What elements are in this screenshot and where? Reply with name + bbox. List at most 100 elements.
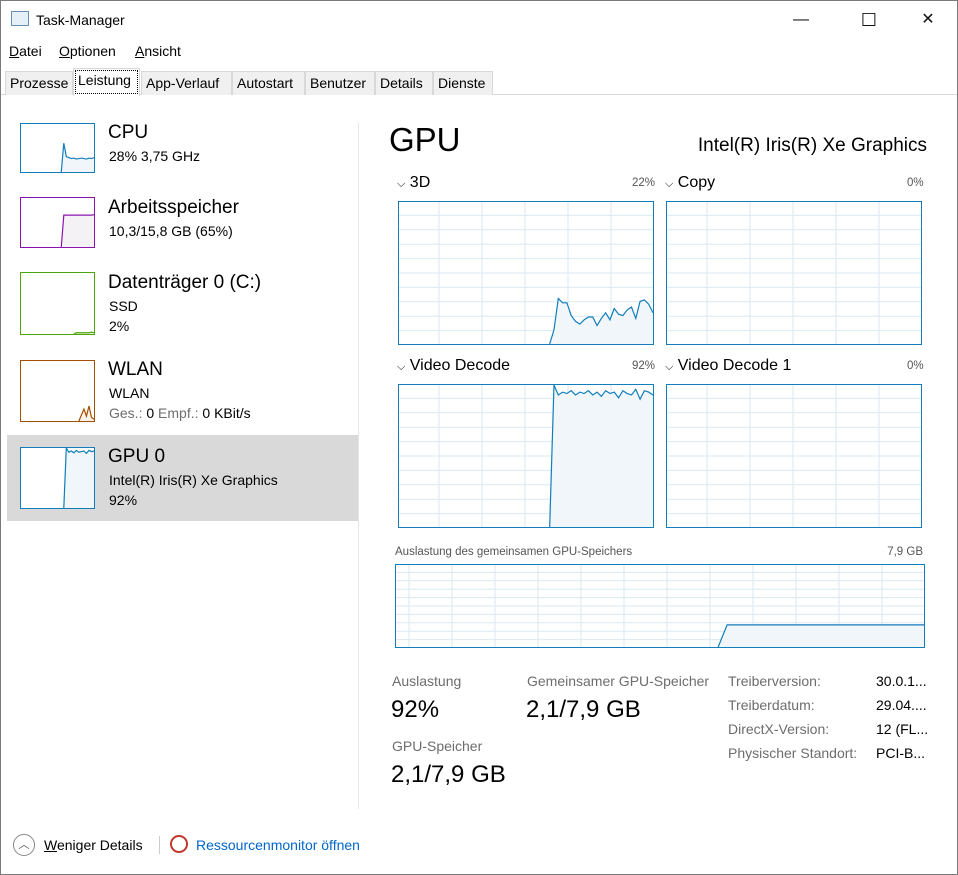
disk-type-text: SSD (109, 298, 138, 314)
driver-version-value: 30.0.1... (876, 673, 927, 689)
engine-video-decode-percent: 92% (632, 360, 656, 372)
page-title: GPU (389, 121, 461, 158)
usage-line (63, 447, 95, 509)
graph-border (20, 272, 95, 335)
engine-chart (666, 201, 922, 345)
title-bar: Task-Manager — ☐ ✕ (1, 1, 957, 39)
wlan-adapter-text: WLAN (109, 385, 150, 401)
graph-border (395, 564, 925, 648)
sidebar-item-wlan[interactable]: WLAN (108, 359, 163, 380)
engine-chart (398, 384, 654, 528)
thumbnail-chart (20, 272, 95, 335)
chevron-down-icon: ⌵ (665, 178, 674, 190)
tab-autostart[interactable]: Autostart (232, 71, 305, 95)
gpu-memory-value: 2,1/7,9 GB (391, 761, 506, 788)
footer-separator (159, 836, 160, 854)
resource-monitor-link[interactable]: Ressourcenmonitor öffnen (196, 837, 360, 853)
engine-selector-3d[interactable]: ⌵ 3D (397, 174, 431, 191)
physical-location-value: PCI-B... (876, 745, 926, 761)
usage-area (549, 385, 653, 528)
tab-prozesse[interactable]: Prozesse (5, 71, 73, 95)
menu-ansicht[interactable]: Ansicht (135, 43, 181, 59)
graph-border (666, 201, 922, 345)
graph-border (666, 384, 922, 528)
sidebar-item-cpu[interactable]: CPU (108, 122, 149, 143)
task-manager-icon (11, 11, 29, 26)
driver-version-label: Treiberversion: (728, 673, 821, 689)
gpu-memory-label: GPU-Speicher (392, 738, 483, 754)
engine-selector-video-decode[interactable]: ⌵ Video Decode (397, 357, 511, 374)
panel-divider[interactable] (358, 123, 359, 809)
engine-3d-percent: 22% (632, 177, 656, 189)
tab-leistung[interactable]: Leistung (73, 68, 140, 96)
usage-area (61, 214, 94, 248)
minimize-button[interactable]: — (793, 11, 809, 28)
fewer-details-button[interactable]: Weniger Details (44, 837, 143, 853)
cpu-thumbnail-graph[interactable] (20, 123, 95, 173)
usage-area (63, 448, 94, 509)
driver-date-label: Treiberdatum: (728, 697, 815, 713)
window-title: Task-Manager (36, 12, 125, 28)
engine-copy-graph (666, 201, 922, 345)
engine-chart (666, 384, 922, 528)
sidebar-item-gpu[interactable]: GPU 0 (108, 446, 166, 467)
disk-thumbnail-graph[interactable] (20, 272, 95, 335)
graph-border (398, 201, 654, 345)
tab-details[interactable]: Details (375, 71, 433, 95)
usage-line (60, 143, 95, 173)
engine-selector-copy[interactable]: ⌵ Copy (665, 174, 716, 191)
thumbnail-chart (20, 447, 95, 509)
sidebar-item-disk[interactable]: Datenträger 0 (C:) (108, 272, 262, 293)
shared-memory-label: Gemeinsamer GPU-Speicher (527, 673, 710, 689)
close-button[interactable]: ✕ (921, 11, 935, 28)
shared-memory-graph (395, 564, 925, 648)
shared-memory-graph-label: Auslastung des gemeinsamen GPU-Speichers (395, 546, 633, 558)
engine-video-decode-1-percent: 0% (907, 360, 924, 372)
chevron-down-icon: ⌵ (665, 361, 674, 373)
engine-selector-video-decode-1[interactable]: ⌵ Video Decode 1 (665, 357, 792, 374)
thumbnail-chart (20, 123, 95, 173)
thumbnail-chart (20, 360, 95, 422)
usage-line (717, 624, 924, 648)
sidebar-item-memory[interactable]: Arbeitsspeicher (108, 197, 239, 218)
usage-area (718, 624, 924, 648)
cpu-usage-text: 28% 3,75 GHz (109, 148, 201, 164)
graph-border (398, 384, 654, 528)
utilization-label: Auslastung (392, 673, 462, 689)
directx-version-value: 12 (FL... (876, 721, 929, 737)
engine-copy-percent: 0% (907, 177, 924, 189)
tab-dienste[interactable]: Dienste (433, 71, 493, 95)
usage-line (78, 405, 95, 422)
shared-memory-chart (395, 564, 925, 648)
memory-usage-text: 10,3/15,8 GB (65%) (109, 223, 233, 239)
usage-area (78, 406, 94, 422)
driver-date-value: 29.04.... (876, 697, 927, 713)
memory-thumbnail-graph[interactable] (20, 197, 95, 248)
menu-datei[interactable]: Datei (9, 43, 42, 59)
chevron-down-icon: ⌵ (397, 361, 406, 373)
engine-video-decode-graph (398, 384, 654, 528)
chevron-up-icon[interactable]: ︿ (13, 834, 35, 856)
directx-version-label: DirectX-Version: (728, 721, 830, 737)
usage-line (60, 214, 95, 248)
graph-border (20, 360, 95, 422)
resource-monitor-icon (170, 835, 188, 853)
graph-border (20, 123, 95, 173)
usage-area (61, 143, 94, 173)
menu-optionen[interactable]: Optionen (59, 43, 116, 59)
maximize-button[interactable]: ☐ (860, 10, 878, 30)
usage-area (549, 298, 653, 345)
wlan-thumbnail-graph[interactable] (20, 360, 95, 422)
utilization-value: 92% (391, 696, 440, 723)
gpu-thumbnail-graph[interactable] (20, 447, 95, 509)
chevron-down-icon: ⌵ (397, 178, 406, 190)
gpu-adapter-text: Intel(R) Iris(R) Xe Graphics (109, 472, 278, 488)
thumbnail-chart (20, 197, 95, 248)
physical-location-label: Physischer Standort: (728, 745, 858, 761)
graph-border (20, 447, 95, 509)
tab-benutzer[interactable]: Benutzer (305, 71, 375, 95)
tab-app-verlauf[interactable]: App-Verlauf (141, 71, 232, 95)
graph-border (20, 197, 95, 248)
usage-line (73, 331, 95, 335)
usage-line (549, 384, 654, 528)
